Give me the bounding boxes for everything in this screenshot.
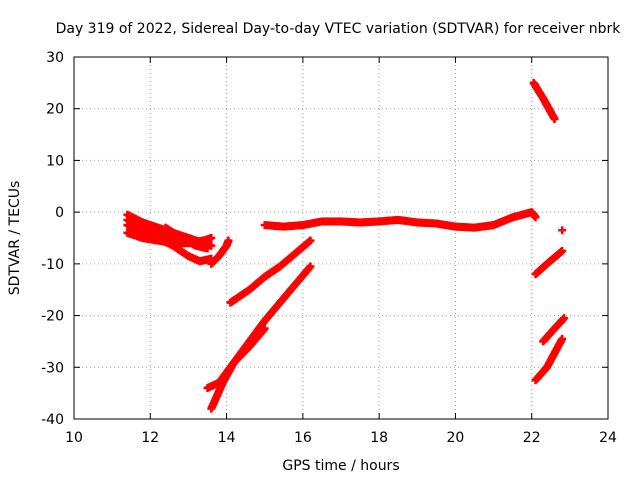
data-point [260, 324, 269, 333]
x-tick-label: 20 [447, 430, 465, 446]
y-tick-label: -40 [41, 412, 64, 428]
x-axis-label: GPS time / hours [282, 458, 399, 474]
x-tick-label: 24 [599, 430, 617, 446]
x-tick-label: 22 [523, 430, 541, 446]
x-tick-label: 18 [370, 430, 388, 446]
y-tick-label: 0 [55, 205, 64, 221]
y-tick-label: -20 [41, 309, 64, 325]
data-point [550, 115, 559, 124]
ticks-layer: 10 12 14 16 18 20 22 24 -40 -30 -20 -10 0 10 20 30 [41, 50, 617, 446]
x-tick-label: 14 [218, 430, 236, 446]
data-point [199, 236, 208, 245]
x-tick-label: 12 [141, 430, 159, 446]
data-points [123, 78, 569, 413]
data-point [531, 213, 540, 222]
data-point [306, 236, 315, 245]
plot-frame [73, 56, 609, 420]
y-tick-label: 10 [46, 153, 64, 169]
data-point [558, 334, 567, 343]
data-point [560, 314, 569, 323]
data-point [306, 262, 315, 271]
chart-title: Day 319 of 2022, Sidereal Day-to-day VTE… [56, 21, 622, 37]
data-point [203, 244, 212, 253]
x-tick-label: 10 [65, 430, 83, 446]
data-point [558, 226, 567, 235]
y-axis-label: SDTVAR / TECUs [7, 181, 23, 296]
y-tick-label: -30 [41, 360, 64, 376]
data-point [207, 234, 216, 242]
data-point [558, 246, 567, 255]
data-point [224, 236, 233, 245]
y-tick-label: -10 [41, 257, 64, 273]
y-tick-label: 20 [46, 102, 64, 118]
y-tick-label: 30 [46, 50, 64, 66]
x-tick-label: 16 [294, 430, 312, 446]
